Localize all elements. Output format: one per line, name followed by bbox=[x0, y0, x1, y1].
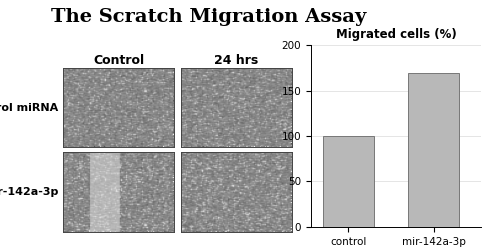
Text: Control miRNA: Control miRNA bbox=[0, 103, 58, 113]
Text: Control: Control bbox=[93, 54, 144, 67]
Text: 24 hrs: 24 hrs bbox=[214, 54, 259, 67]
Bar bbox=[408, 73, 459, 227]
Bar bbox=[323, 136, 374, 227]
Text: mir-142a-3p: mir-142a-3p bbox=[0, 187, 58, 197]
Text: The Scratch Migration Assay: The Scratch Migration Assay bbox=[52, 8, 366, 25]
Title: Migrated cells (%): Migrated cells (%) bbox=[336, 28, 456, 41]
